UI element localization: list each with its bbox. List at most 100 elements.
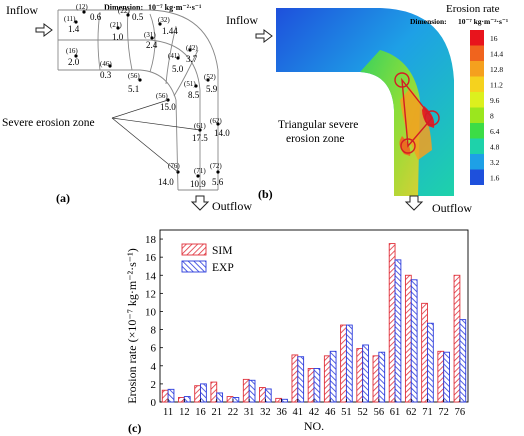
point-id: (21): [110, 21, 122, 29]
color-scale-swatch: [470, 107, 484, 123]
point-id: (56): [128, 72, 140, 80]
color-scale-swatch: [470, 138, 484, 154]
panel-a-outflow-label: Outflow: [212, 199, 252, 213]
bar-sim-22: [226, 396, 234, 403]
x-tick-label: 31: [244, 407, 255, 418]
panel-b-inflow-label: Inflow: [226, 13, 258, 27]
bar-exp-61: [394, 259, 402, 403]
point-value: 0.6: [90, 12, 102, 22]
panel-b-dimension-title: Dimension:: [410, 17, 447, 26]
panel-a-points: (11)1.4 (12)0.6 (16)2.0 (21)1.0 (22)0.5 …: [64, 3, 230, 189]
point-id: (12): [76, 3, 88, 11]
point-value: 1.0: [112, 32, 124, 42]
panel-a-inflow-label: Inflow: [6, 3, 38, 17]
point-id: (16): [66, 47, 78, 55]
point-id: (52): [204, 73, 216, 81]
x-tick-label: 41: [293, 407, 304, 418]
bar-sim-56: [372, 355, 380, 403]
bar-exp-76: [459, 319, 467, 403]
legend-swatch: [181, 260, 207, 273]
color-scale-label: 9.6: [490, 96, 500, 105]
x-tick-label: 42: [309, 407, 320, 418]
outflow-arrow-icon: [190, 195, 210, 211]
y-tick-label: 6: [151, 343, 157, 355]
bar-sim-11: [161, 389, 169, 403]
panel-c-label: (c): [128, 421, 141, 435]
point-value: 5.1: [128, 84, 139, 94]
legend-label: EXP: [212, 262, 234, 274]
bar-exp-72: [443, 351, 450, 403]
point-56b: (56) 15.0: [156, 92, 176, 112]
x-tick-label: 11: [163, 407, 173, 418]
color-scale-swatch: [470, 92, 484, 108]
bar-sim-41: [291, 354, 299, 403]
bar-exp-22: [232, 397, 240, 403]
panel-a-dimension-unit: 10⁻⁷ kg·m⁻²·s⁻¹: [148, 3, 202, 12]
y-tick-label: 18: [145, 234, 157, 246]
color-scale-swatch: [470, 61, 484, 77]
point-value: 3.7: [186, 54, 198, 64]
bar-sim-16: [194, 385, 201, 403]
legend-swatch: [181, 243, 207, 256]
triangular-zone-marker: [394, 72, 440, 154]
point-value: 10.9: [190, 179, 206, 189]
point-id: (71): [194, 167, 206, 175]
color-scale-label: 12.8: [490, 65, 503, 74]
bar-sim-62: [404, 274, 412, 403]
bar-exp-21: [216, 392, 224, 403]
pipe-contour: [276, 8, 454, 196]
point-value: 14.0: [158, 177, 174, 187]
bar-exp-71: [427, 322, 434, 403]
pipe-outline: [57, 9, 219, 191]
bar-exp-62: [410, 279, 418, 403]
color-scale-swatch: [470, 169, 484, 185]
panel-a-label: (a): [56, 191, 70, 205]
bar-sim-72: [437, 350, 445, 403]
color-scale-label: 4.8: [490, 143, 500, 152]
point-value: 0.3: [100, 70, 112, 80]
panel-b: Inflow Triangular severe erosion zone Er…: [226, 3, 508, 215]
point-value: 1.44: [162, 26, 178, 36]
point-value: 15.0: [160, 102, 176, 112]
x-tick-label: 71: [422, 407, 433, 418]
point-value: 0.5: [132, 12, 144, 22]
point-id: (32): [158, 16, 170, 24]
bar-sim-51: [340, 324, 347, 403]
panel-b-dimension-unit: 10⁻⁷ kg·m⁻²·s⁻¹: [458, 17, 508, 26]
y-tick-label: 8: [151, 325, 157, 337]
y-tick-label: 4: [151, 361, 157, 373]
inflow-arrow-icon: [35, 23, 53, 37]
point-id: (72): [210, 162, 222, 170]
bar-sim-21: [210, 381, 218, 403]
y-tick-label: 10: [145, 306, 157, 318]
color-scale-label: 11.2: [490, 81, 503, 90]
point-id: (46): [100, 60, 112, 68]
color-scale-label: 16: [490, 34, 498, 43]
point-46: (46) 0.3: [100, 60, 112, 80]
legend-label: SIM: [212, 245, 232, 257]
bar-sim-46: [323, 355, 331, 403]
y-tick-label: 2: [151, 379, 157, 391]
point-id: (31): [144, 31, 156, 39]
bar-sim-12: [178, 397, 185, 403]
bar-exp-11: [167, 388, 175, 403]
x-tick-label: 22: [228, 407, 239, 418]
bar-sim-42: [307, 368, 315, 403]
point-value: 5.0: [172, 64, 184, 74]
color-scale-label: 1.6: [490, 174, 500, 183]
x-tick-label: 21: [211, 407, 222, 418]
bar-exp-42: [313, 368, 321, 403]
point-id: (76): [168, 162, 180, 170]
point-42: (42) 3.7: [186, 44, 198, 64]
bar-exp-12: [183, 396, 191, 403]
y-tick-label: 16: [145, 252, 157, 264]
bar-sim-61: [388, 243, 396, 403]
y-axis-label: Erosion rate (×10⁻⁷ kg·m⁻²·s⁻¹): [125, 248, 139, 403]
zone-pointer-lines: [111, 99, 201, 173]
color-scale-swatch: [470, 154, 484, 170]
bar-sim-32: [259, 387, 266, 403]
point-21: (21) 1.0: [110, 21, 124, 42]
point-value: 2.4: [146, 40, 158, 50]
